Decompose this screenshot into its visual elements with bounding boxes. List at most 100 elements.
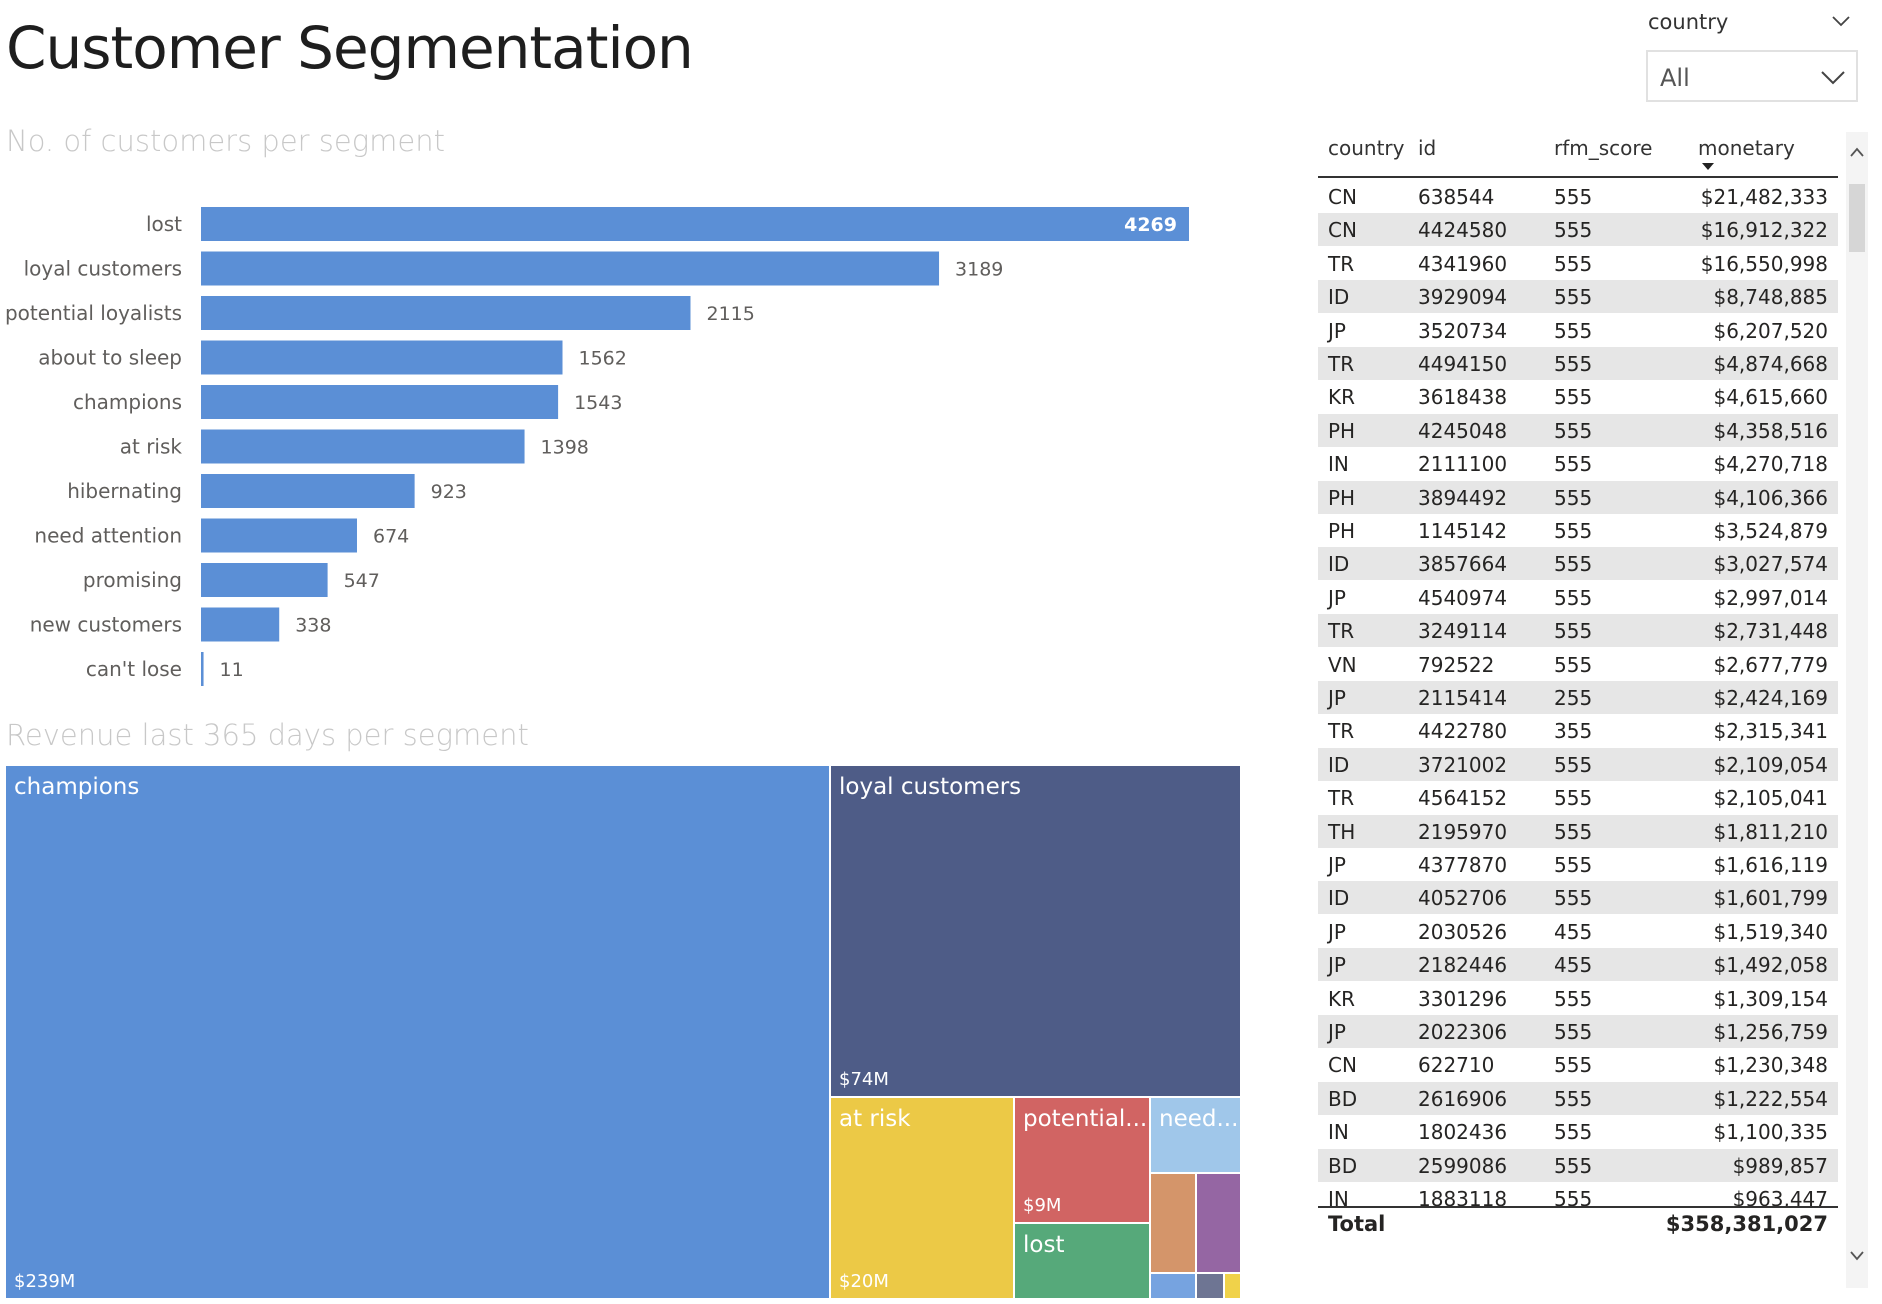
cell-country: CN [1328,1053,1357,1078]
cell-country: VN [1328,652,1357,677]
bar-champions[interactable] [201,385,559,419]
cell-monetary: $1,492,058 [1713,953,1828,978]
table-row[interactable]: ID 4052706 555 $1,601,799 [1318,881,1838,915]
treemap-tile-need[interactable]: need... [1151,1098,1240,1172]
bar-at-risk[interactable] [201,429,525,464]
cell-rfm-score: 555 [1554,585,1593,610]
table-row[interactable]: JP 2115414 255 $2,424,169 [1318,681,1838,714]
cell-monetary: $1,309,154 [1713,986,1828,1011]
table-row[interactable]: JP 4377870 555 $1,616,119 [1318,848,1838,881]
cell-rfm-score: 255 [1554,686,1593,710]
cell-monetary: $1,256,759 [1713,1020,1828,1044]
table-row[interactable]: JP 2030526 455 $1,519,340 [1318,915,1838,948]
cell-id: 2030526 [1418,919,1508,944]
cell-country: TR [1328,251,1355,276]
table-row[interactable]: ID 3929094 555 $8,748,885 [1318,280,1838,314]
table-row[interactable]: TR 4422780 355 $2,315,341 [1318,714,1838,747]
cell-country: TR [1328,786,1355,811]
bar-can-t-lose[interactable] [201,652,204,686]
table-row[interactable]: BD 2599086 555 $989,857 [1318,1148,1838,1182]
table-row[interactable]: JP 4540974 555 $2,997,014 [1318,581,1838,614]
bar-category-label: hibernating [67,479,182,503]
cell-country: PH [1328,519,1356,543]
treemap-tile-lost[interactable]: lost [1015,1224,1149,1298]
table-row[interactable]: PH 3894492 555 $4,106,366 [1318,480,1838,514]
table-scrollbar[interactable] [1846,132,1868,1288]
table-row[interactable]: VN 792522 555 $2,677,779 [1318,648,1838,681]
treemap-tile-at-risk[interactable]: at risk $20M [831,1098,1013,1298]
table-row[interactable]: JP 2182446 455 $1,492,058 [1318,948,1838,982]
treemap-tile-small-10[interactable] [1225,1274,1240,1298]
treemap-tile-small-7[interactable] [1197,1174,1240,1272]
table-row[interactable]: CN 622710 555 $1,230,348 [1318,1048,1838,1081]
bar-hibernating[interactable] [201,474,415,508]
cell-country: PH [1328,418,1356,443]
scroll-up-icon[interactable] [1849,146,1865,158]
table-row[interactable]: ID 3857664 555 $3,027,574 [1318,547,1838,581]
bar-promising[interactable] [201,563,328,597]
table-row[interactable]: PH 1145142 555 $3,524,879 [1318,514,1838,547]
bar-lost[interactable] [201,207,1189,241]
treemap-tile-small-8[interactable] [1151,1274,1195,1298]
bar-about-to-sleep[interactable] [201,340,563,375]
table-row[interactable]: IN 1802436 555 $1,100,335 [1318,1115,1838,1148]
column-header-country[interactable]: country [1328,136,1405,160]
bar-need-attention[interactable] [201,518,357,553]
cell-rfm-score: 555 [1554,318,1593,343]
column-header-monetary[interactable]: monetary [1698,136,1795,160]
cell-monetary: $16,550,998 [1700,251,1828,276]
table-row[interactable]: CN 638544 555 $21,482,333 [1318,180,1838,213]
cell-id: 638544 [1418,185,1495,209]
bar-loyal-customers[interactable] [201,251,940,286]
table-row[interactable]: TH 2195970 555 $1,811,210 [1318,814,1838,848]
table-row[interactable]: CN 4424580 555 $16,912,322 [1318,213,1838,247]
bar-potential-loyalists[interactable] [201,296,691,330]
cell-monetary: $2,997,014 [1713,585,1828,610]
treemap-tile-value: $9M [1023,1195,1062,1216]
treemap-tile-champions[interactable]: champions $239M [6,766,829,1298]
table-row[interactable]: ID 3721002 555 $2,109,054 [1318,747,1838,781]
table-row[interactable]: BD 2616906 555 $1,222,554 [1318,1081,1838,1115]
table-row[interactable]: TR 4564152 555 $2,105,041 [1318,781,1838,814]
cell-monetary: $4,358,516 [1713,418,1828,443]
treemap-tile-small-6[interactable] [1151,1174,1195,1272]
table-row[interactable]: TR 4341960 555 $16,550,998 [1318,247,1838,280]
column-header-id[interactable]: id [1418,136,1437,160]
column-header-rfm-score[interactable]: rfm_score [1554,136,1653,160]
table-row[interactable]: KR 3301296 555 $1,309,154 [1318,982,1838,1015]
cell-country: PH [1328,485,1356,510]
cell-monetary: $4,106,366 [1713,485,1828,510]
cell-id: 3857664 [1418,552,1508,577]
table-row[interactable]: JP 3520734 555 $6,207,520 [1318,314,1838,347]
bar-category-label: lost [146,212,182,236]
scroll-thumb[interactable] [1849,184,1865,252]
table-row[interactable]: TR 4494150 555 $4,874,668 [1318,347,1838,380]
cell-country: JP [1328,686,1346,710]
customers-per-segment-bar-chart: lost 4269 loyal customers 3189 potential loy… [5,207,1189,686]
treemap-tile-loyal-customers[interactable]: loyal customers $74M [831,766,1240,1096]
cell-monetary: $2,731,448 [1713,619,1828,644]
table-row[interactable]: KR 3618438 555 $4,615,660 [1318,380,1838,413]
table-row[interactable]: JP 2022306 555 $1,256,759 [1318,1015,1838,1048]
cell-id: 1145142 [1418,519,1508,543]
cell-rfm-score: 555 [1554,652,1593,677]
customer-table: country id rfm_score monetary CN 638544 55… [1318,128,1838,1298]
chevron-down-icon [1821,71,1845,85]
table-row[interactable]: IN 2111100 555 $4,270,718 [1318,447,1838,480]
cell-id: 3301296 [1418,986,1508,1011]
treemap-tile-potential[interactable]: potential... $9M [1015,1098,1149,1222]
table-row[interactable]: PH 4245048 555 $4,358,516 [1318,413,1838,447]
country-slicer-dropdown[interactable]: All [1646,50,1858,102]
scroll-down-icon[interactable] [1849,1250,1865,1262]
cell-rfm-score: 555 [1554,752,1593,777]
cell-country: JP [1328,1020,1346,1044]
chevron-down-icon[interactable] [1830,10,1852,32]
table-row[interactable]: IN 1883118 555 $963,447 [1318,1182,1838,1206]
table-row[interactable]: TR 3249114 555 $2,731,448 [1318,614,1838,648]
treemap-tile-small-9[interactable] [1197,1274,1223,1298]
bar-value-label: 338 [295,615,331,637]
bar-new-customers[interactable] [201,607,280,642]
bar-category-label: can't lose [86,657,182,681]
treemap-tile-value: $239M [14,1271,76,1292]
treemap-tile-value: $74M [839,1069,889,1090]
